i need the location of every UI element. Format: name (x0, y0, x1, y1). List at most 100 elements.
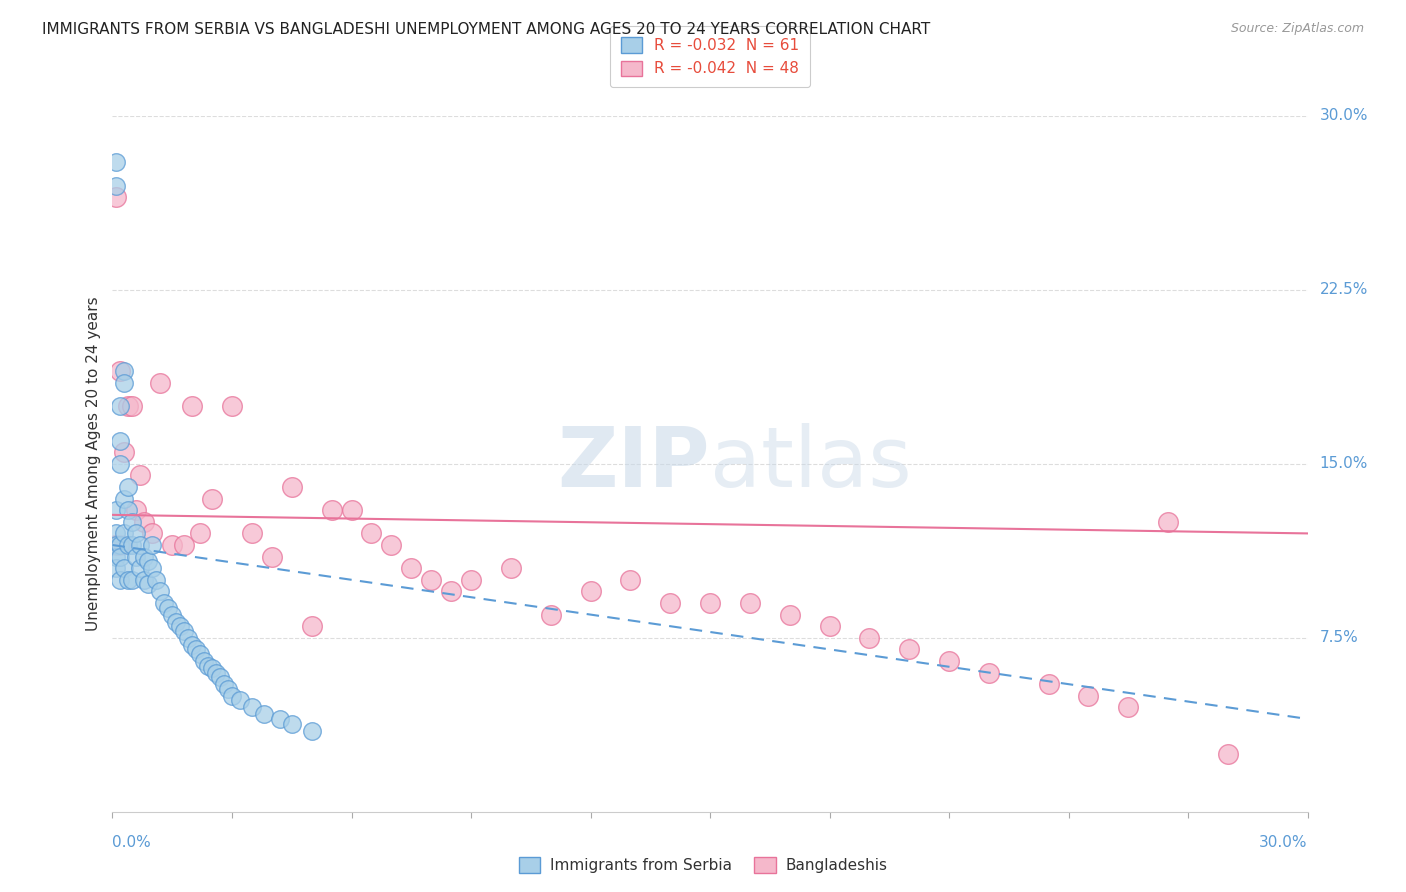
Point (110, 457, 132, 471)
Point (212, 677, 235, 691)
Point (110, 434, 132, 448)
Point (1216, 747, 1239, 761)
Point (105, 178, 128, 193)
Point (340, 503, 363, 517)
Point (188, 647, 211, 661)
Point (659, 596, 682, 610)
Point (134, 515, 156, 529)
Point (105, 538, 128, 552)
Point (321, 503, 343, 517)
Point (149, 376, 172, 390)
Point (105, 190, 128, 204)
Point (149, 584, 172, 599)
Point (177, 631, 200, 645)
Point (818, 619, 841, 633)
Point (938, 654, 960, 668)
Point (134, 573, 156, 587)
Point (114, 526, 135, 541)
Point (181, 638, 204, 652)
Point (117, 480, 139, 494)
Point (125, 549, 148, 564)
Text: IMMIGRANTS FROM SERBIA VS BANGLADESHI UNEMPLOYMENT AMONG AGES 20 TO 24 YEARS COR: IMMIGRANTS FROM SERBIA VS BANGLADESHI UN… (42, 22, 931, 37)
Point (229, 693, 252, 707)
Point (173, 538, 195, 552)
Point (165, 615, 187, 629)
Point (253, 707, 276, 722)
Point (193, 654, 215, 668)
Point (153, 596, 176, 610)
Point (114, 561, 135, 575)
Text: 30.0%: 30.0% (1319, 109, 1368, 123)
Point (110, 573, 132, 587)
Point (401, 561, 423, 575)
Point (121, 573, 143, 587)
Text: ZIP: ZIP (558, 424, 710, 504)
Point (217, 681, 239, 696)
Point (1157, 515, 1180, 529)
Point (460, 573, 482, 587)
Point (125, 526, 148, 541)
Point (110, 538, 132, 552)
Legend: Immigrants from Serbia, Bangladeshis: Immigrants from Serbia, Bangladeshis (513, 851, 893, 880)
Point (699, 596, 721, 610)
Y-axis label: Unemployment Among Ages 20 to 24 years: Unemployment Among Ages 20 to 24 years (86, 296, 101, 632)
Point (105, 155, 128, 169)
Point (240, 526, 263, 541)
Point (117, 573, 139, 587)
Point (105, 503, 128, 517)
Point (162, 607, 183, 622)
Point (269, 712, 291, 726)
Point (129, 538, 152, 552)
Point (221, 399, 243, 413)
Point (145, 573, 167, 587)
Point (201, 491, 224, 506)
Point (125, 503, 148, 517)
Point (138, 577, 160, 591)
Point (1038, 677, 1060, 691)
Point (380, 538, 402, 552)
Point (301, 723, 323, 738)
Point (105, 526, 128, 541)
Text: Source: ZipAtlas.com: Source: ZipAtlas.com (1230, 22, 1364, 36)
Point (117, 503, 139, 517)
Point (499, 561, 522, 575)
Point (129, 561, 152, 575)
Point (898, 642, 921, 657)
Point (141, 561, 163, 575)
Point (173, 624, 195, 638)
Point (105, 538, 128, 552)
Point (1077, 689, 1099, 703)
Point (169, 619, 191, 633)
Point (105, 561, 128, 575)
Point (858, 631, 880, 645)
Point (779, 607, 801, 622)
Point (114, 376, 135, 390)
Point (110, 399, 132, 413)
Text: 22.5%: 22.5% (1319, 283, 1368, 297)
Point (197, 658, 219, 673)
Point (114, 445, 135, 459)
Point (208, 670, 231, 684)
Point (138, 554, 160, 568)
Text: 0.0%: 0.0% (112, 836, 152, 850)
Point (117, 399, 139, 413)
Point (121, 515, 143, 529)
Text: 7.5%: 7.5% (1319, 631, 1358, 645)
Point (162, 538, 183, 552)
Point (186, 642, 208, 657)
Point (240, 700, 263, 714)
Point (114, 364, 135, 378)
Point (134, 549, 156, 564)
Point (110, 538, 132, 552)
Point (1116, 700, 1139, 714)
Point (114, 491, 135, 506)
Text: 30.0%: 30.0% (1260, 836, 1308, 850)
Text: 15.0%: 15.0% (1319, 457, 1368, 471)
Point (105, 549, 128, 564)
Legend: R = -0.032  N = 61, R = -0.042  N = 48: R = -0.032 N = 61, R = -0.042 N = 48 (610, 26, 810, 87)
Point (188, 526, 211, 541)
Point (540, 607, 562, 622)
Point (619, 573, 641, 587)
Point (110, 364, 132, 378)
Point (205, 665, 228, 680)
